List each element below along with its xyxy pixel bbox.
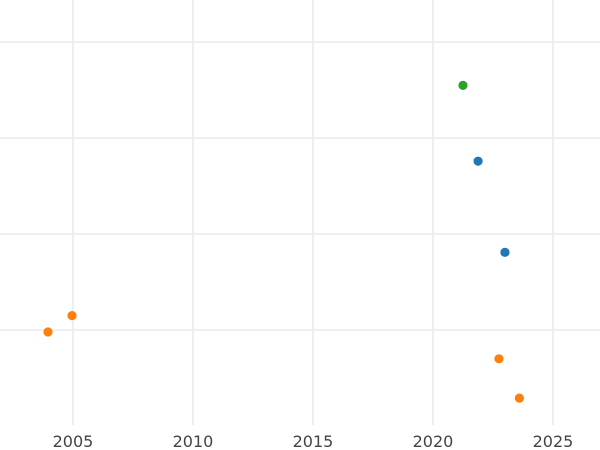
x-tick-label: 2005: [53, 432, 94, 450]
x-tick-labels: 2005 2010 2015 2020 2025: [53, 432, 574, 450]
x-tick-label: 2025: [533, 432, 574, 450]
data-point: [500, 247, 510, 257]
x-tick-label: 2010: [173, 432, 214, 450]
data-point: [43, 327, 53, 337]
data-point: [494, 354, 504, 364]
y-gridlines: [0, 41, 600, 331]
data-points: [43, 80, 524, 403]
data-point: [514, 393, 524, 403]
x-tick-label: 2015: [293, 432, 334, 450]
data-point: [473, 156, 483, 166]
x-tick-label: 2020: [413, 432, 454, 450]
x-gridlines: [72, 0, 554, 425]
data-point: [67, 311, 77, 321]
data-point: [458, 80, 468, 90]
